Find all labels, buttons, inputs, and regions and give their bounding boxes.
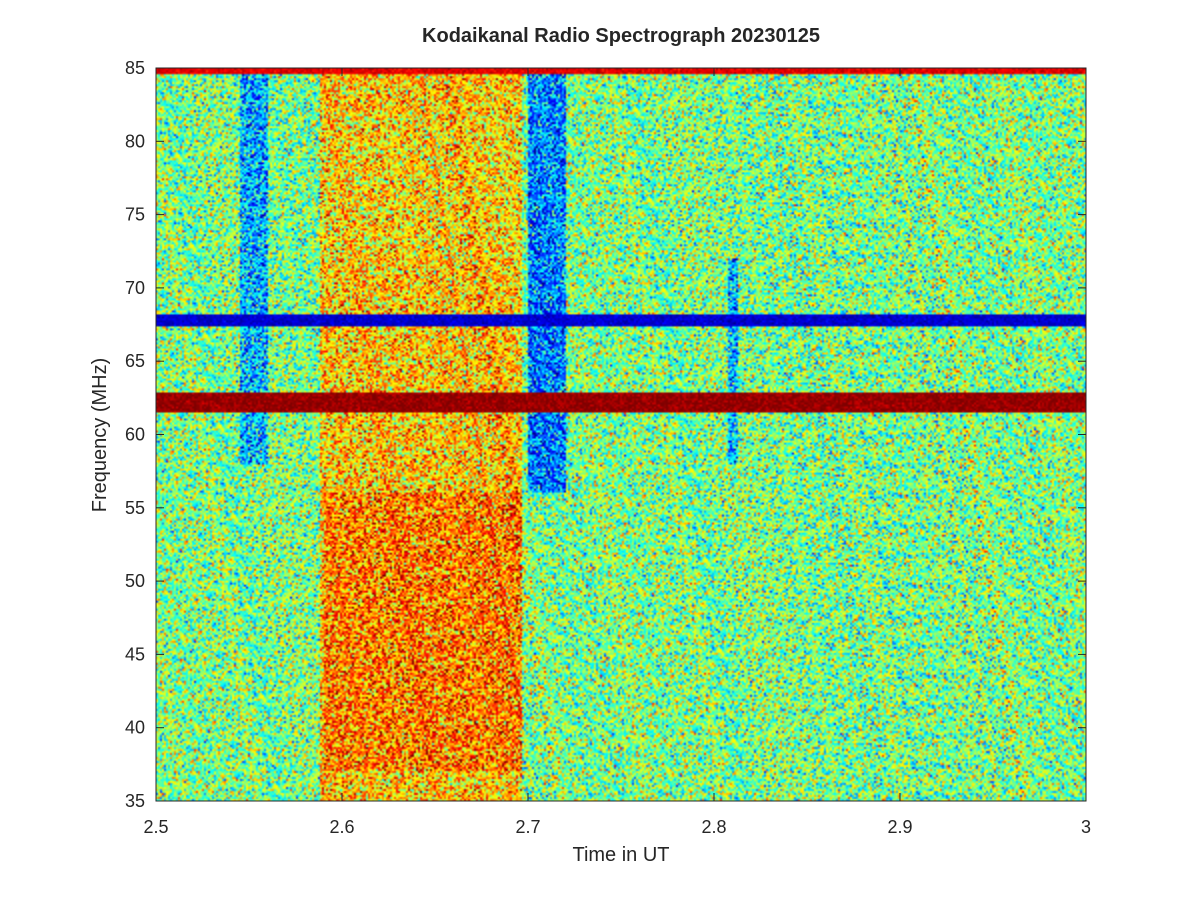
x-axis: 2.5 2.6 2.7 2.8 2.9 3	[143, 817, 1091, 837]
y-axis-label: Frequency (MHz)	[89, 358, 111, 512]
x-axis-label: Time in UT	[572, 844, 669, 866]
x-tick-label: 3	[1081, 817, 1091, 837]
chart-title: Kodaikanal Radio Spectrograph 20230125	[422, 25, 820, 47]
y-tick-label: 50	[125, 571, 145, 591]
x-tick-label: 2.5	[143, 817, 168, 837]
x-tick-label: 2.7	[515, 817, 540, 837]
y-axis: 35 40 45 50 55 60 65 70 75 80 85	[125, 58, 145, 811]
y-tick-label: 55	[125, 498, 145, 518]
y-tick-label: 40	[125, 718, 145, 738]
y-tick-label: 65	[125, 351, 145, 371]
spectrogram-heatmap	[156, 68, 1086, 801]
y-tick-label: 75	[125, 205, 145, 225]
x-tick-label: 2.8	[701, 817, 726, 837]
y-tick-label: 85	[125, 58, 145, 78]
y-tick-label: 35	[125, 791, 145, 811]
y-tick-label: 70	[125, 278, 145, 298]
y-tick-label: 60	[125, 425, 145, 445]
x-tick-label: 2.9	[887, 817, 912, 837]
x-tick-label: 2.6	[329, 817, 354, 837]
y-tick-label: 80	[125, 131, 145, 151]
y-tick-label: 45	[125, 644, 145, 664]
